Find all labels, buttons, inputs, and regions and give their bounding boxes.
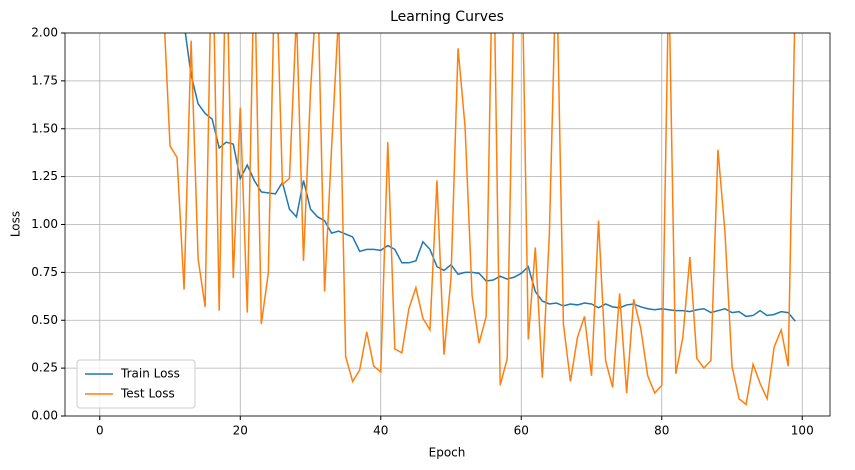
legend-box — [76, 359, 196, 409]
x-tick-label: 80 — [654, 424, 669, 438]
axes-frame — [64, 32, 831, 417]
x-tick-label: 20 — [233, 424, 248, 438]
x-tick-label: 40 — [373, 424, 388, 438]
x-tick-label: 0 — [96, 424, 104, 438]
x-tick-label: 60 — [514, 424, 529, 438]
legend-label: Train Loss — [120, 367, 180, 381]
chart-title: Learning Curves — [390, 9, 504, 25]
y-tick-label: 0.75 — [31, 265, 58, 279]
y-tick-label: 0.25 — [31, 361, 58, 375]
y-tick-label: 1.00 — [31, 217, 58, 231]
legend-label: Test Loss — [120, 387, 175, 401]
plot-area — [164, 33, 796, 406]
x-tick-label: 100 — [791, 424, 814, 438]
line-series — [164, 33, 796, 406]
y-tick-label: 1.50 — [31, 121, 58, 135]
x-axis-label: Epoch — [429, 446, 466, 460]
y-tick-label: 2.00 — [31, 26, 58, 40]
y-axis-label: Loss — [9, 211, 23, 237]
y-tick-label: 1.25 — [31, 169, 58, 183]
y-tick-label: 1.75 — [31, 73, 58, 87]
y-tick-label: 0.00 — [31, 409, 58, 423]
y-tick-label: 0.50 — [31, 313, 58, 327]
